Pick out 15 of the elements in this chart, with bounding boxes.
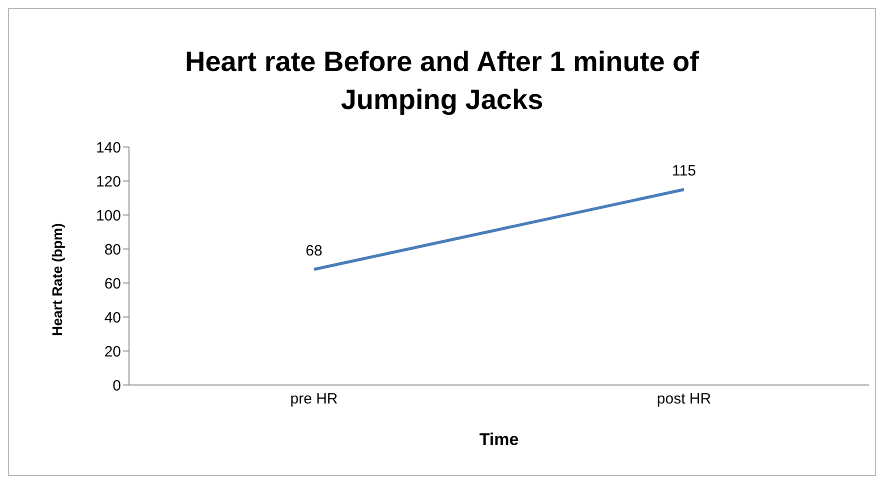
data-label: 115 <box>672 162 696 180</box>
y-tick-label: 80 <box>104 241 121 258</box>
y-tick-label: 140 <box>96 139 121 156</box>
y-tick-label: 60 <box>104 275 121 292</box>
y-tick-label: 120 <box>96 173 121 190</box>
y-tick-label: 40 <box>104 309 121 326</box>
chart-title: Heart rate Before and After 1 minute of Jumping Jacks <box>184 45 700 117</box>
x-tick-label: post HR <box>656 390 712 408</box>
x-tick-label: pre HR <box>290 390 338 408</box>
y-tick-label: 0 <box>112 377 121 394</box>
y-axis-title: Heart Rate (bpm) <box>48 223 65 336</box>
x-axis-title: Time <box>479 430 519 449</box>
y-tick-label: 100 <box>96 207 121 224</box>
data-label: 68 <box>306 242 322 260</box>
y-tick-label: 20 <box>104 343 121 360</box>
